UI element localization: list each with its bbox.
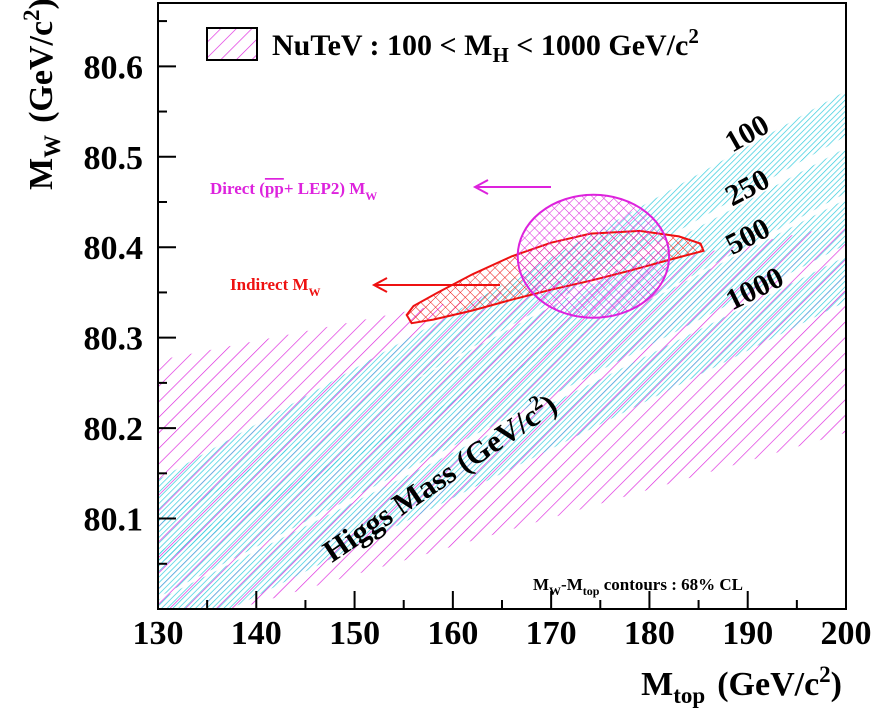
contours-note: MW-Mtop contours : 68% CL: [533, 575, 743, 598]
x-tick-label: 160: [427, 615, 478, 652]
y-tick-label: 80.6: [84, 49, 144, 86]
x-tick-label: 200: [821, 615, 872, 652]
higgs-band-500: [158, 199, 846, 598]
plot-area: [158, 90, 846, 609]
x-tick-label: 150: [329, 615, 380, 652]
x-tick-label: 130: [133, 615, 184, 652]
x-tick-label: 190: [722, 615, 773, 652]
x-tick-label: 170: [526, 615, 577, 652]
indirect-label: Indirect MW: [230, 275, 321, 299]
legend-label: NuTeV : 100 < MH < 1000 GeV/c2: [272, 24, 699, 67]
direct-arrow: [472, 179, 551, 195]
higgs-band-1000: [158, 256, 846, 609]
y-tick-label: 80.2: [84, 411, 144, 448]
y-tick-label: 80.1: [84, 502, 144, 539]
y-axis: 80.1 80.2 80.3 80.4 80.5 80.6: [84, 20, 176, 565]
legend-swatch: [206, 27, 258, 61]
indirect-arrow: [371, 277, 500, 293]
y-tick-label: 80.4: [84, 230, 144, 267]
direct-contour: [516, 193, 671, 319]
x-tick-label: 180: [624, 615, 675, 652]
y-tick-label: 80.3: [84, 321, 144, 358]
x-tick-label: 140: [231, 615, 282, 652]
y-axis-title: MW(GeV/c2): [19, 0, 65, 190]
x-axis-title: Mtop (GeV/c2): [641, 662, 842, 708]
y-tick-label: 80.5: [84, 140, 144, 177]
higgs-band-100: [158, 90, 846, 525]
direct-label: Direct (pp+ LEP2) MW: [210, 179, 377, 203]
x-axis: 130 140 150 160 170 180 190 200: [133, 591, 872, 652]
